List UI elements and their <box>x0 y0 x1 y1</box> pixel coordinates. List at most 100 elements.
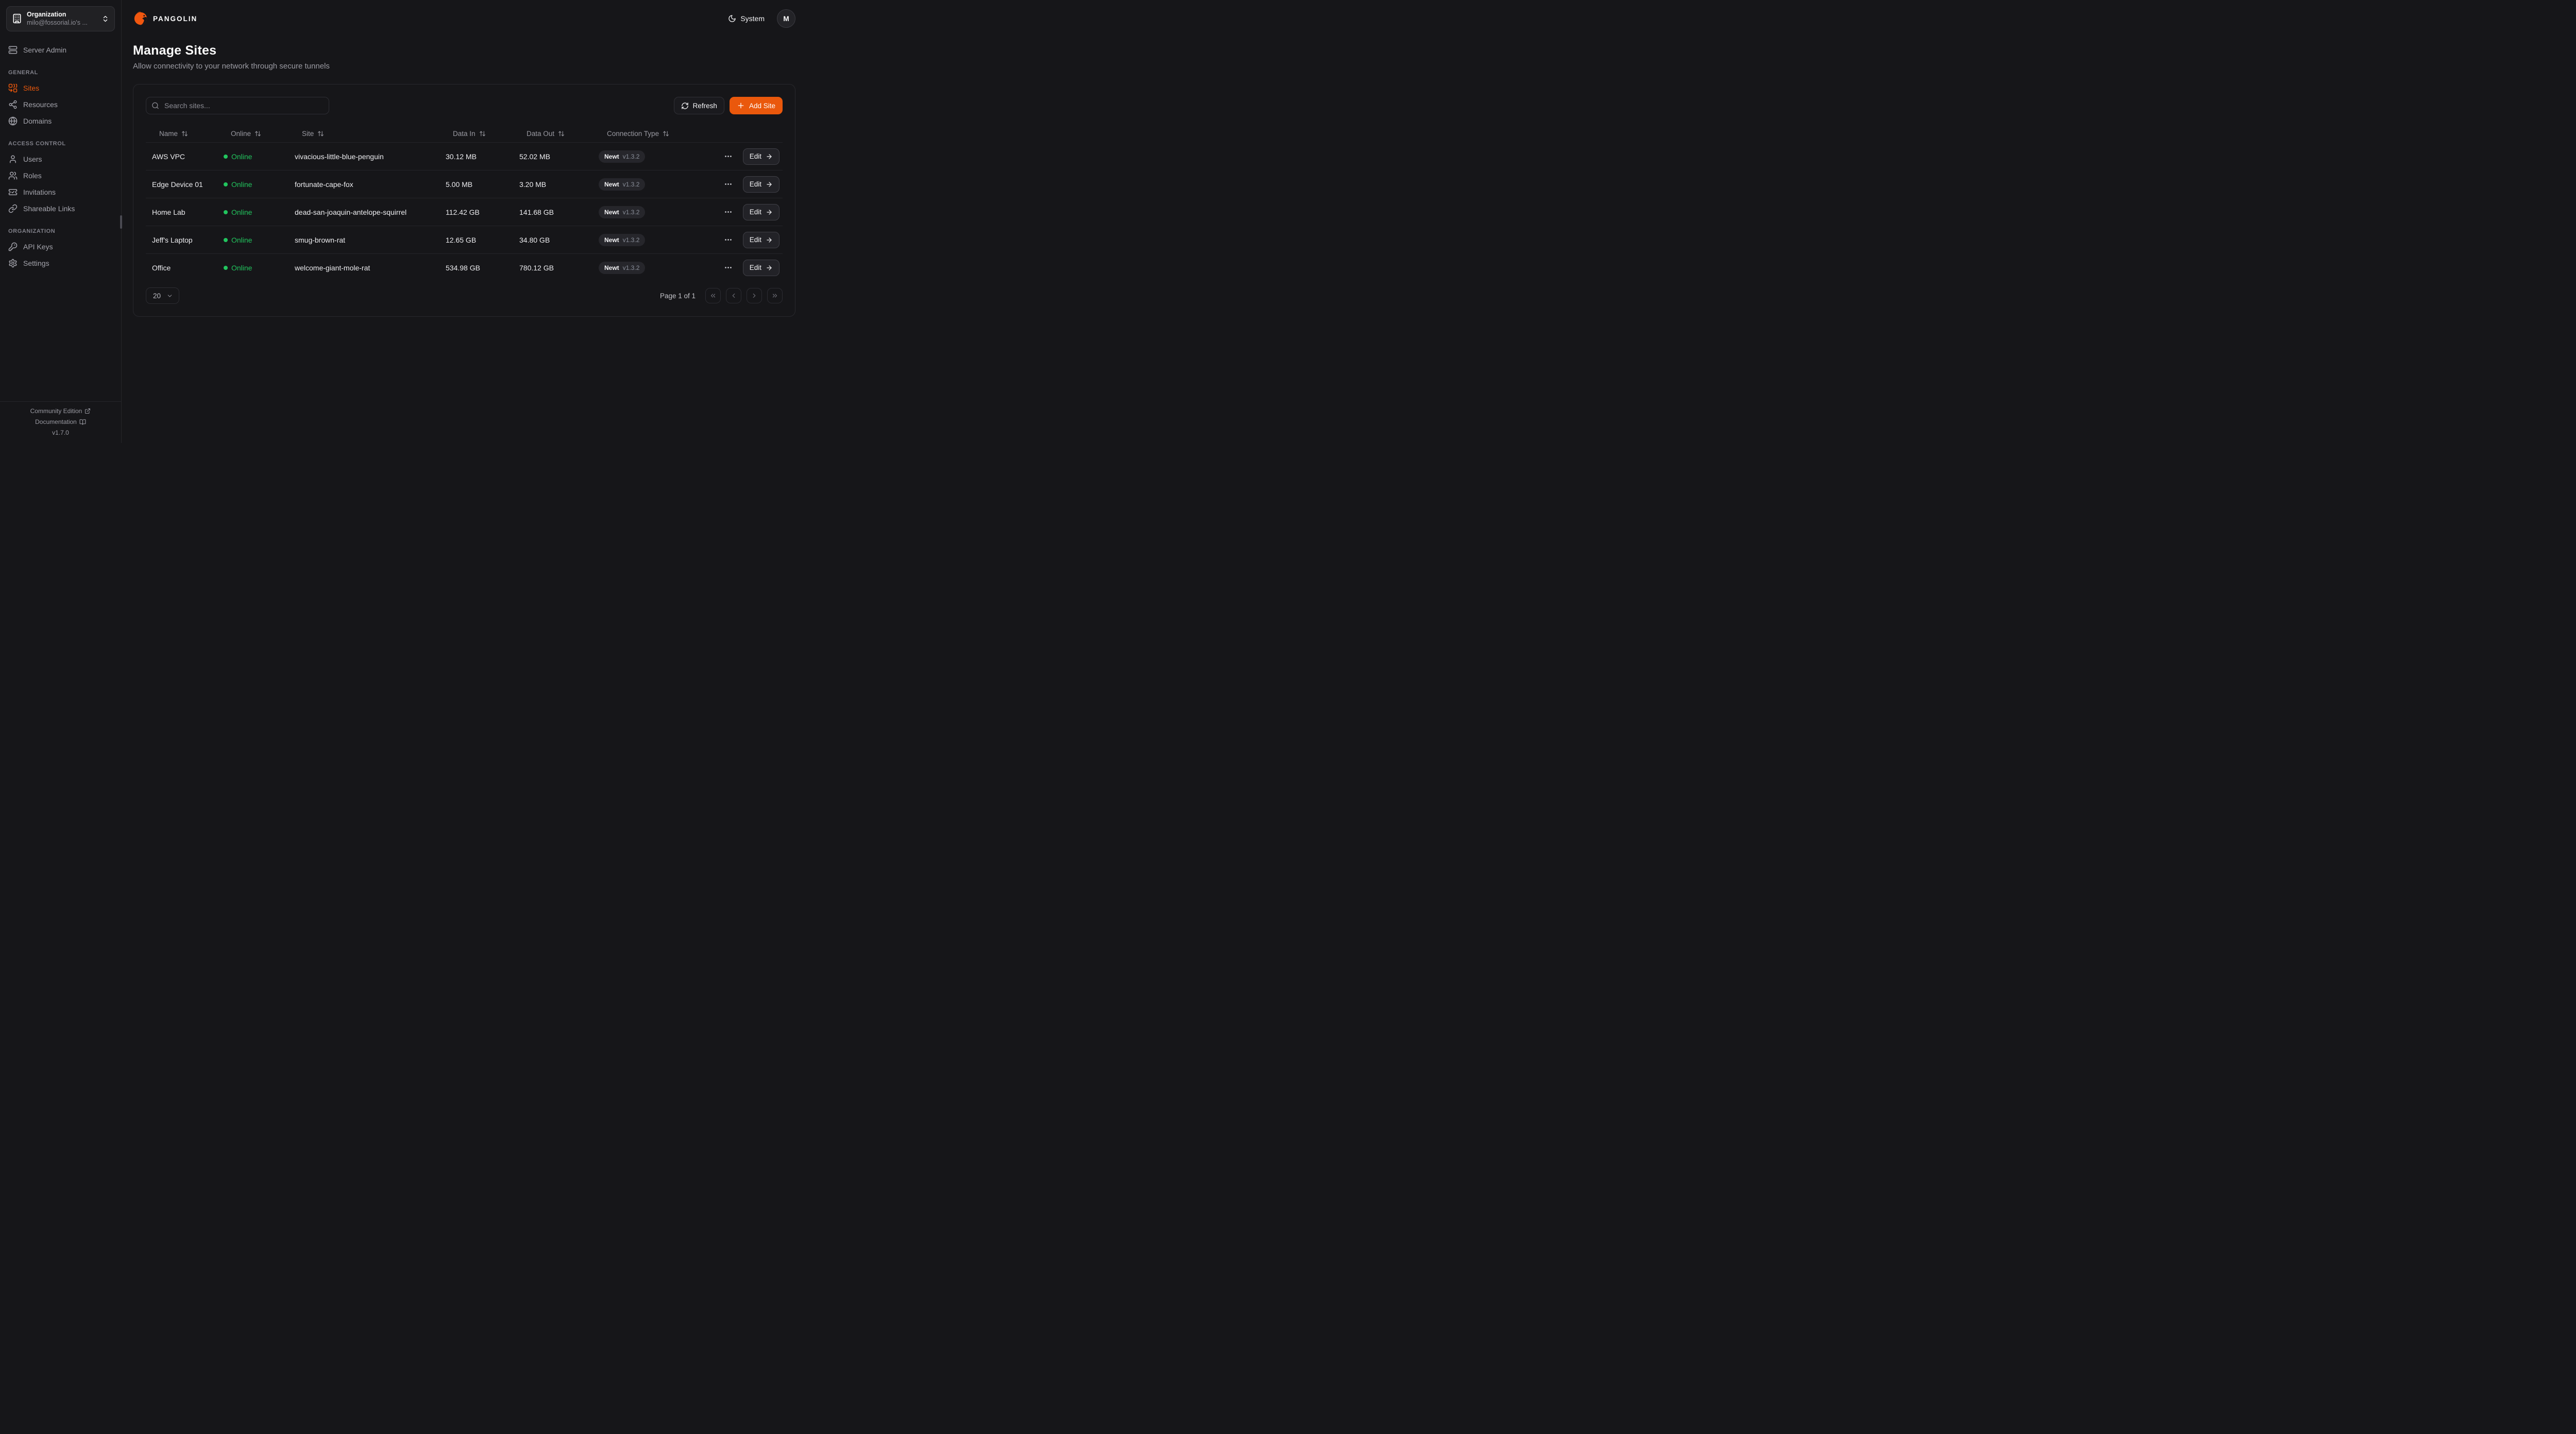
sidebar-item-invitations[interactable]: Invitations <box>8 184 113 200</box>
user-icon <box>8 155 18 164</box>
sidebar-item-shareable-links[interactable]: Shareable Links <box>8 200 113 217</box>
status-label: Online <box>231 208 252 216</box>
status-cell: Online <box>217 208 289 216</box>
plus-icon <box>737 101 745 110</box>
edit-button[interactable]: Edit <box>742 203 779 220</box>
sidebar-section-title: GENERAL <box>8 69 38 76</box>
status-cell: Online <box>217 180 289 189</box>
status-label: Online <box>231 180 252 189</box>
data-out-cell: 780.12 GB <box>519 263 554 272</box>
avatar[interactable]: M <box>777 9 795 28</box>
status-cell: Online <box>217 264 289 272</box>
column-header-name[interactable]: Name <box>146 130 217 138</box>
data-out-cell: 34.80 GB <box>519 235 550 244</box>
topbar: PANGOLIN System M <box>133 0 795 37</box>
connection-name: Newt <box>604 152 619 160</box>
arrow-right-icon <box>766 236 773 244</box>
chevron-left-icon <box>730 292 737 299</box>
sidebar-item-label: Resources <box>23 100 58 109</box>
data-in-cell: 30.12 MB <box>446 152 477 161</box>
book-open-icon <box>79 419 86 425</box>
org-switcher-value: milo@fossorial.io's ... <box>27 19 88 27</box>
sidebar-item-label: Invitations <box>23 187 56 196</box>
sidebar-item-label: Domains <box>23 116 52 125</box>
column-header-site[interactable]: Site <box>289 130 439 138</box>
row-menu-button[interactable] <box>723 151 734 162</box>
sidebar: Organization milo@fossorial.io's ... Ser… <box>0 0 122 443</box>
theme-toggle-button[interactable]: System <box>725 14 768 23</box>
sidebar-item-users[interactable]: Users <box>8 151 113 167</box>
documentation-link[interactable]: Documentation <box>35 418 86 425</box>
sidebar-resize-handle[interactable] <box>120 215 122 229</box>
version-label: v1.7.0 <box>52 429 69 436</box>
column-header-connection-type[interactable]: Connection Type <box>594 130 681 138</box>
row-menu-button[interactable] <box>723 207 734 217</box>
theme-label: System <box>740 14 765 23</box>
prev-page-button[interactable] <box>726 288 741 303</box>
last-page-button[interactable] <box>767 288 783 303</box>
refresh-button[interactable]: Refresh <box>673 97 724 114</box>
sidebar-item-server-admin[interactable]: Server Admin <box>8 42 113 58</box>
server-icon <box>8 45 18 55</box>
connection-type-badge: Newt v1.3.2 <box>599 261 646 274</box>
add-site-button[interactable]: Add Site <box>729 97 783 114</box>
column-header-data-out[interactable]: Data Out <box>513 130 594 138</box>
chevrons-up-down-icon <box>101 15 109 23</box>
sidebar-item-domains[interactable]: Domains <box>8 113 113 129</box>
online-dot <box>224 237 228 242</box>
sidebar-item-label: Roles <box>23 171 42 180</box>
sidebar-item-api-keys[interactable]: API Keys <box>8 238 113 255</box>
status-cell: Online <box>217 236 289 244</box>
online-dot <box>224 154 228 159</box>
ellipsis-icon <box>724 152 733 161</box>
status-cell: Online <box>217 152 289 161</box>
brand[interactable]: PANGOLIN <box>133 11 197 26</box>
row-menu-button[interactable] <box>723 179 734 190</box>
link-icon <box>8 204 18 213</box>
row-menu-button[interactable] <box>723 234 734 245</box>
edit-button[interactable]: Edit <box>742 231 779 248</box>
site-id-cell: dead-san-joaquin-antelope-squirrel <box>295 208 407 216</box>
site-id-cell: welcome-giant-mole-rat <box>295 263 370 272</box>
column-header-data-in[interactable]: Data In <box>439 130 513 138</box>
status-label: Online <box>231 152 252 161</box>
site-id-cell: vivacious-little-blue-penguin <box>295 152 384 161</box>
first-page-button[interactable] <box>705 288 721 303</box>
edit-button[interactable]: Edit <box>742 148 779 165</box>
table-row: Office Online welcome-giant-mole-rat 534… <box>146 254 783 281</box>
sidebar-section: GENERAL Sites Resources Domains <box>8 70 113 129</box>
sort-icon <box>663 130 669 137</box>
next-page-button[interactable] <box>747 288 762 303</box>
page-info: Page 1 of 1 <box>659 292 696 300</box>
connection-version: v1.3.2 <box>622 152 640 160</box>
toolbar: Refresh Add Site <box>146 97 783 114</box>
row-menu-button[interactable] <box>723 262 734 273</box>
connection-type-badge: Newt v1.3.2 <box>599 206 646 218</box>
online-dot <box>224 182 228 186</box>
sidebar-item-sites[interactable]: Sites <box>8 80 113 96</box>
org-switcher[interactable]: Organization milo@fossorial.io's ... <box>6 6 115 31</box>
search-input[interactable] <box>146 97 329 114</box>
sidebar-item-settings[interactable]: Settings <box>8 255 113 271</box>
site-name-cell: AWS VPC <box>152 152 185 161</box>
edit-button[interactable]: Edit <box>742 259 779 276</box>
community-edition-link[interactable]: Community Edition <box>30 407 91 415</box>
chevrons-left-icon <box>709 292 717 299</box>
ellipsis-icon <box>724 180 733 189</box>
ellipsis-icon <box>724 263 733 272</box>
ellipsis-icon <box>724 235 733 244</box>
status-label: Online <box>231 235 252 244</box>
data-out-cell: 3.20 MB <box>519 180 547 189</box>
sort-icon <box>317 130 324 137</box>
sidebar-section-title: ORGANIZATION <box>8 228 56 234</box>
column-header-online[interactable]: Online <box>217 130 289 138</box>
edit-button[interactable]: Edit <box>742 176 779 193</box>
sidebar-item-resources[interactable]: Resources <box>8 96 113 113</box>
sidebar-item-roles[interactable]: Roles <box>8 167 113 184</box>
chevron-right-icon <box>751 292 758 299</box>
site-name-cell: Edge Device 01 <box>152 180 203 189</box>
online-dot <box>224 265 228 270</box>
resources-icon <box>8 100 18 109</box>
page-size-select[interactable]: 20 <box>146 287 180 304</box>
connection-version: v1.3.2 <box>622 236 640 244</box>
